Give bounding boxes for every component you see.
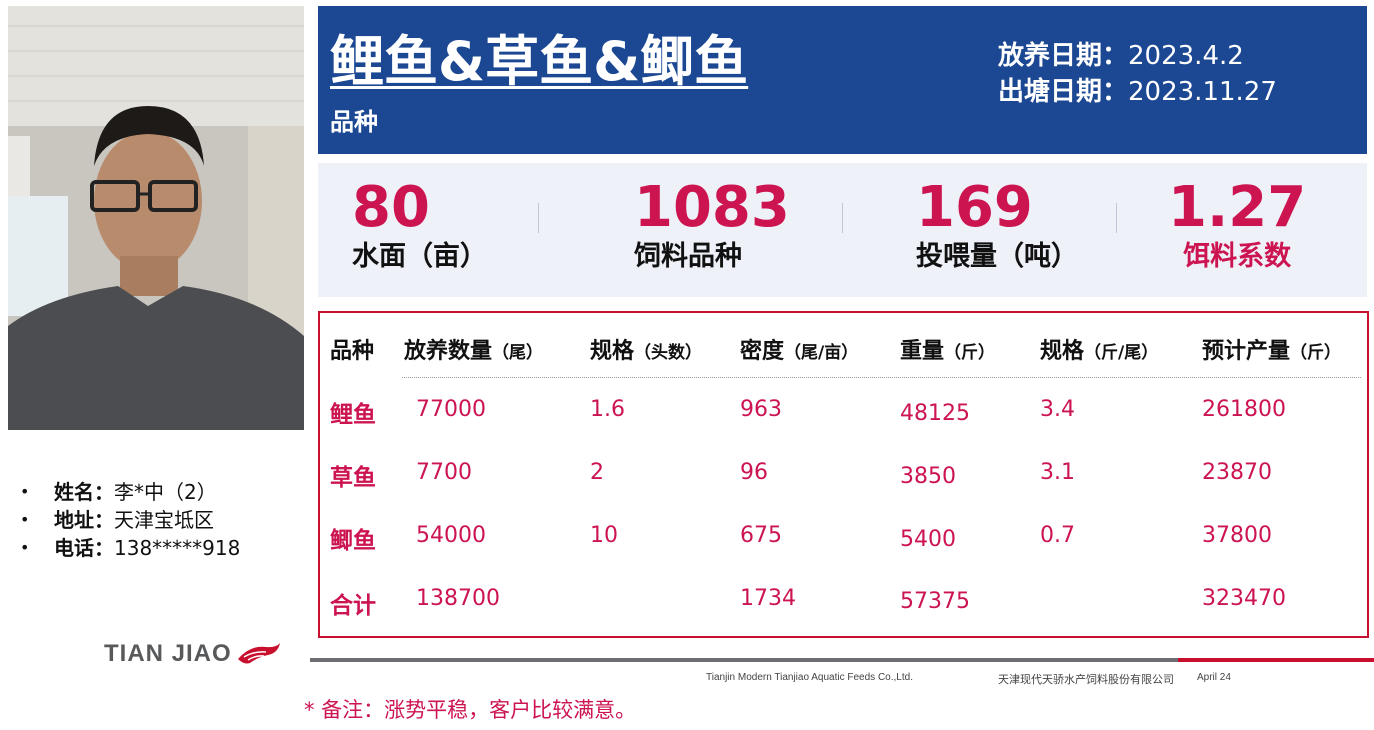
table-cell: 57375 [900,589,970,614]
stat-divider [842,203,843,233]
table-cell: 3.4 [1040,397,1075,422]
harvest-date-row: 出塘日期：2023.11.27 [998,77,1277,107]
table-cell: 23870 [1202,460,1272,485]
footer-line-gray [310,658,1178,662]
page-title: 鲤鱼&草鱼&鲫鱼 [330,30,749,93]
col-header-density: 密度（尾/亩） [740,339,859,364]
table-cell: 10 [590,523,618,548]
company-logo: TIAN JIAO [104,640,282,668]
contact-phone: 电话：138*****918 [20,534,240,562]
stat-feed-ratio: 1.27 饵料系数 [1168,175,1307,273]
footer-company-en: Tianjin Modern Tianjiao Aquatic Feeds Co… [706,672,913,683]
table-cell: 77000 [416,397,486,422]
customer-photo [8,6,304,430]
stat-feed-amount: 169 投喂量（吨） [916,175,1078,273]
col-header-quantity: 放养数量（尾） [404,339,544,364]
row-label: 鲤鱼 [330,402,376,428]
table-cell: 1734 [740,586,796,611]
footer-line-red [1178,658,1374,662]
stat-water-area: 80 水面（亩） [352,175,487,273]
header-banner: 鲤鱼&草鱼&鲫鱼 品种 放养日期：2023.4.2 出塘日期：2023.11.2… [318,6,1367,154]
remark-note: * 备注：涨势平稳，客户比较满意。 [304,698,637,722]
page-subtitle: 品种 [330,108,378,136]
table-cell: 0.7 [1040,523,1075,548]
table-cell: 138700 [416,586,500,611]
table-cell: 7700 [416,460,472,485]
release-date-row: 放养日期：2023.4.2 [998,41,1244,71]
stocking-table: 品种 放养数量（尾） 规格（头数） 密度（尾/亩） 重量（斤） 规格（斤/尾） … [318,311,1369,638]
contact-address: 地址：天津宝坻区 [20,506,240,534]
stats-band: 80 水面（亩） 1083 饲料品种 169 投喂量（吨） 1.27 饵料系数 [318,163,1367,297]
col-header-yield: 预计产量（斤） [1202,339,1342,364]
table-cell: 2 [590,460,604,485]
bird-logo-icon [237,643,280,664]
contact-info: 姓名：李*中（2） 地址：天津宝坻区 电话：138*****918 [20,478,240,562]
table-cell: 963 [740,397,782,422]
date-block: 放养日期：2023.4.2 出塘日期：2023.11.27 [998,38,1277,110]
col-header-weight: 重量（斤） [900,339,996,364]
col-header-variety: 品种 [330,339,375,364]
table-cell: 3850 [900,464,956,489]
col-header-spec: 规格（头数） [590,339,703,364]
row-label-total: 合计 [330,593,376,619]
table-cell: 37800 [1202,523,1272,548]
table-cell: 261800 [1202,397,1286,422]
footer-date: April 24 [1197,672,1231,683]
table-cell: 96 [740,460,768,485]
stat-divider [1116,203,1117,233]
row-label: 草鱼 [330,465,376,491]
contact-name: 姓名：李*中（2） [20,478,240,506]
table-cell: 675 [740,523,782,548]
table-cell: 5400 [900,527,956,552]
footer-company-cn: 天津现代天骄水产饲料股份有限公司 [998,673,1174,686]
col-header-spec-weight: 规格（斤/尾） [1040,339,1159,364]
row-label: 鲫鱼 [330,528,376,554]
stat-feed-variety: 1083 饲料品种 [634,175,790,273]
table-cell: 1.6 [590,397,625,422]
stat-divider [538,203,539,233]
table-cell: 323470 [1202,586,1286,611]
table-cell: 48125 [900,401,970,426]
header-divider [402,377,1361,378]
table-cell: 54000 [416,523,486,548]
table-cell: 3.1 [1040,460,1075,485]
